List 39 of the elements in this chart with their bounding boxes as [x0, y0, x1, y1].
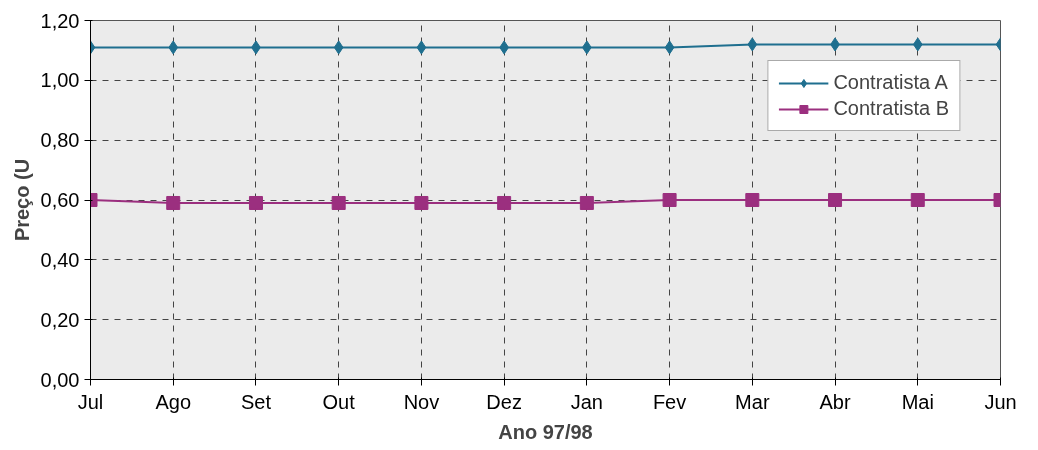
- point: [828, 193, 843, 207]
- x-tick-label: Nov: [403, 390, 440, 413]
- point: [910, 193, 925, 207]
- point: [168, 40, 179, 55]
- point: [745, 193, 760, 207]
- legend-label: Contratista A: [833, 71, 948, 94]
- point: [414, 195, 429, 210]
- legend-label: Contratista B: [833, 97, 949, 120]
- x-tick-label: Fev: [652, 390, 687, 413]
- y-tick-label: 0,40: [40, 248, 80, 271]
- point: [912, 37, 923, 52]
- x-axis-title: Ano 97/98: [498, 420, 593, 443]
- x-tick-label: Dez: [486, 390, 522, 413]
- x-tick-label: Set: [240, 390, 272, 413]
- x-tick-label: Abr: [819, 390, 851, 413]
- x-tick-label: Jul: [77, 390, 104, 413]
- x-tick-label: Mar: [735, 390, 770, 413]
- point: [331, 195, 346, 210]
- x-tick-label: Jan: [570, 390, 603, 413]
- point: [166, 195, 181, 210]
- x-tick-label: Ago: [155, 390, 192, 413]
- y-tick-label: 0,20: [40, 308, 80, 331]
- point: [579, 195, 594, 210]
- y-tick-label: 0,80: [40, 129, 80, 152]
- x-tick-label: Out: [322, 390, 356, 413]
- point: [497, 195, 512, 210]
- point: [664, 40, 675, 55]
- point: [248, 195, 263, 210]
- y-tick-label: 1,20: [40, 9, 80, 32]
- point: [662, 193, 677, 207]
- x-tick-label: Mai: [901, 390, 934, 413]
- y-tick-label: 1,00: [40, 69, 80, 92]
- point: [416, 40, 427, 55]
- y-tick-label: 0,60: [40, 189, 80, 211]
- y-axis-title: Preço (U: [10, 158, 33, 242]
- x-tick-label: Jun: [984, 390, 1017, 413]
- y-tick-label: 0,00: [40, 368, 80, 391]
- point: [333, 40, 344, 55]
- point: [747, 37, 758, 52]
